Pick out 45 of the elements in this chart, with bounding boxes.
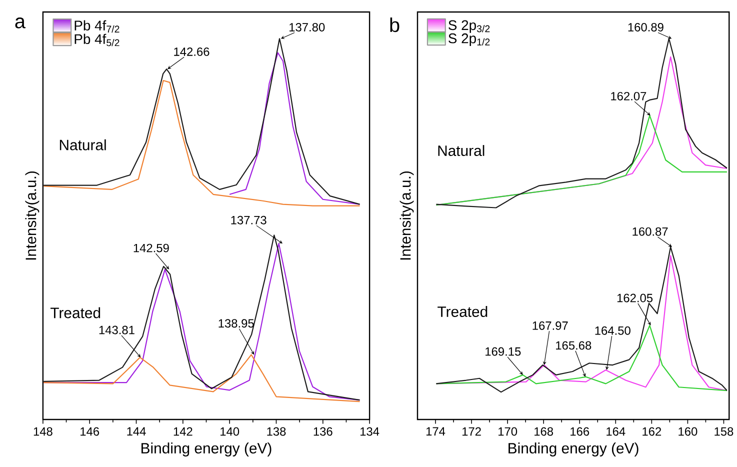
x-tick-label: 148 xyxy=(34,427,52,436)
annotation: 160.87 xyxy=(632,227,668,236)
annotation: 160.89 xyxy=(628,22,664,32)
x-tick-label: 164 xyxy=(606,427,626,436)
annotation: Natural xyxy=(60,139,106,150)
x-tick-label: 162 xyxy=(642,427,662,436)
annotation: Treated xyxy=(50,307,100,318)
legend-label: S 2p$_{1/2}$ xyxy=(448,33,490,46)
annotation: 164.50 xyxy=(595,326,630,335)
legend-label: S 2p$_{3/2}$ xyxy=(448,20,490,33)
annotation: 162.07 xyxy=(611,92,646,100)
chart-title: a xyxy=(15,17,26,28)
annotation: 142.59 xyxy=(134,244,169,252)
x-tick-label: 172 xyxy=(462,427,481,436)
x-tick-label: 134 xyxy=(360,427,380,436)
x-tick-label: 158 xyxy=(714,427,734,436)
x-tick-label: 142 xyxy=(174,427,192,436)
chart-title: b xyxy=(390,17,400,32)
x-tick-label: 174 xyxy=(426,427,446,436)
x-axis-title: Binding energy (eV) xyxy=(508,442,638,456)
x-tick-label: 144 xyxy=(127,427,146,436)
x-tick-label: 166 xyxy=(570,427,590,436)
x-tick-label: 136 xyxy=(314,427,332,436)
x-tick-label: 140 xyxy=(220,427,240,436)
annotation: 162.05 xyxy=(617,294,653,302)
annotation: 138.95 xyxy=(218,318,254,328)
x-tick-label: 138 xyxy=(267,427,286,436)
annotation: Natural xyxy=(438,144,484,156)
y-axis-title: Intensity(a.u.) xyxy=(25,171,40,260)
x-tick-label: 160 xyxy=(678,427,698,436)
annotation: 169.15 xyxy=(486,347,521,356)
legend-label: Pb 4f$_{7/2}$ xyxy=(74,20,120,32)
annotation: 143.81 xyxy=(99,326,134,334)
legend-label: Pb 4f$_{5/2}$ xyxy=(74,34,120,46)
annotation: 167.97 xyxy=(532,321,568,330)
x-tick-label: 146 xyxy=(80,427,100,436)
annotation: 142.66 xyxy=(174,47,210,56)
y-axis-title: Intensity(a.u.) xyxy=(400,171,414,260)
x-tick-label: 170 xyxy=(498,427,518,436)
annotation: 165.68 xyxy=(556,341,592,350)
annotation: 137.80 xyxy=(290,22,325,32)
x-axis-title: Binding energy (eV) xyxy=(142,442,272,456)
annotation: 137.73 xyxy=(231,216,266,224)
annotation: Treated xyxy=(438,306,488,317)
x-tick-label: 168 xyxy=(534,427,554,436)
